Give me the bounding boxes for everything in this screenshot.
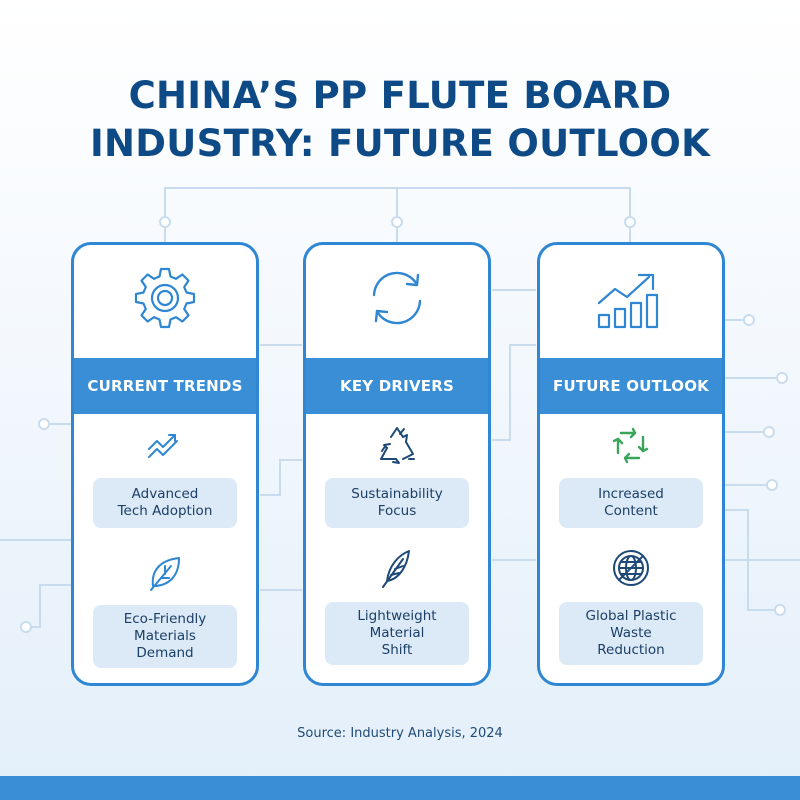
trend-up-arrows-icon — [148, 434, 178, 458]
page-title: CHINA’S PP FLUTE BOARD INDUSTRY: FUTURE … — [0, 72, 800, 168]
label-lightweight-material-shift: Lightweight Material Shift — [357, 608, 437, 658]
globe-icon — [613, 550, 649, 586]
pill-lightweight-material-shift: Lightweight Material Shift — [325, 602, 469, 665]
label-eco-friendly-materials-demand: Eco-Friendly Materials Demand — [123, 611, 207, 661]
recycle-icon — [380, 427, 415, 464]
pill-eco-friendly-materials-demand: Eco-Friendly Materials Demand — [93, 605, 237, 668]
label-global-plastic-waste-reduction: Global Plastic Waste Reduction — [585, 608, 677, 658]
gear-icon — [134, 267, 196, 329]
source-note: Source: Industry Analysis, 2024 — [297, 726, 503, 741]
card-header-current-trends: CURRENT TRENDS — [74, 358, 256, 414]
title-line-1: CHINA’S PP FLUTE BOARD — [128, 74, 672, 117]
footer-bar — [0, 776, 800, 800]
label-increased-content: Increased Content — [598, 486, 664, 519]
card-header-key-drivers: KEY DRIVERS — [306, 358, 488, 414]
card-future-outlook: FUTURE OUTLOOK Increased Content Global … — [537, 242, 725, 686]
card-header-future-outlook: FUTURE OUTLOOK — [540, 358, 722, 414]
growth-chart-icon — [597, 273, 659, 329]
pill-increased-content: Increased Content — [559, 478, 703, 528]
refresh-arrows-icon — [372, 271, 422, 325]
pill-sustainability-focus: Sustainability Focus — [325, 478, 469, 528]
feather-icon — [382, 550, 410, 588]
pill-global-plastic-waste-reduction: Global Plastic Waste Reduction — [559, 602, 703, 665]
leaf-icon — [150, 557, 180, 591]
label-advanced-tech-adoption: Advanced Tech Adoption — [117, 486, 213, 519]
green-recycle-icon — [612, 427, 649, 464]
card-current-trends: CURRENT TRENDS Advanced Tech Adoption Ec… — [71, 242, 259, 686]
title-line-2: INDUSTRY: FUTURE OUTLOOK — [89, 122, 711, 165]
pill-advanced-tech-adoption: Advanced Tech Adoption — [93, 478, 237, 528]
card-key-drivers: KEY DRIVERS Sustainability Focus Lightwe… — [303, 242, 491, 686]
label-sustainability-focus: Sustainability Focus — [351, 486, 443, 519]
